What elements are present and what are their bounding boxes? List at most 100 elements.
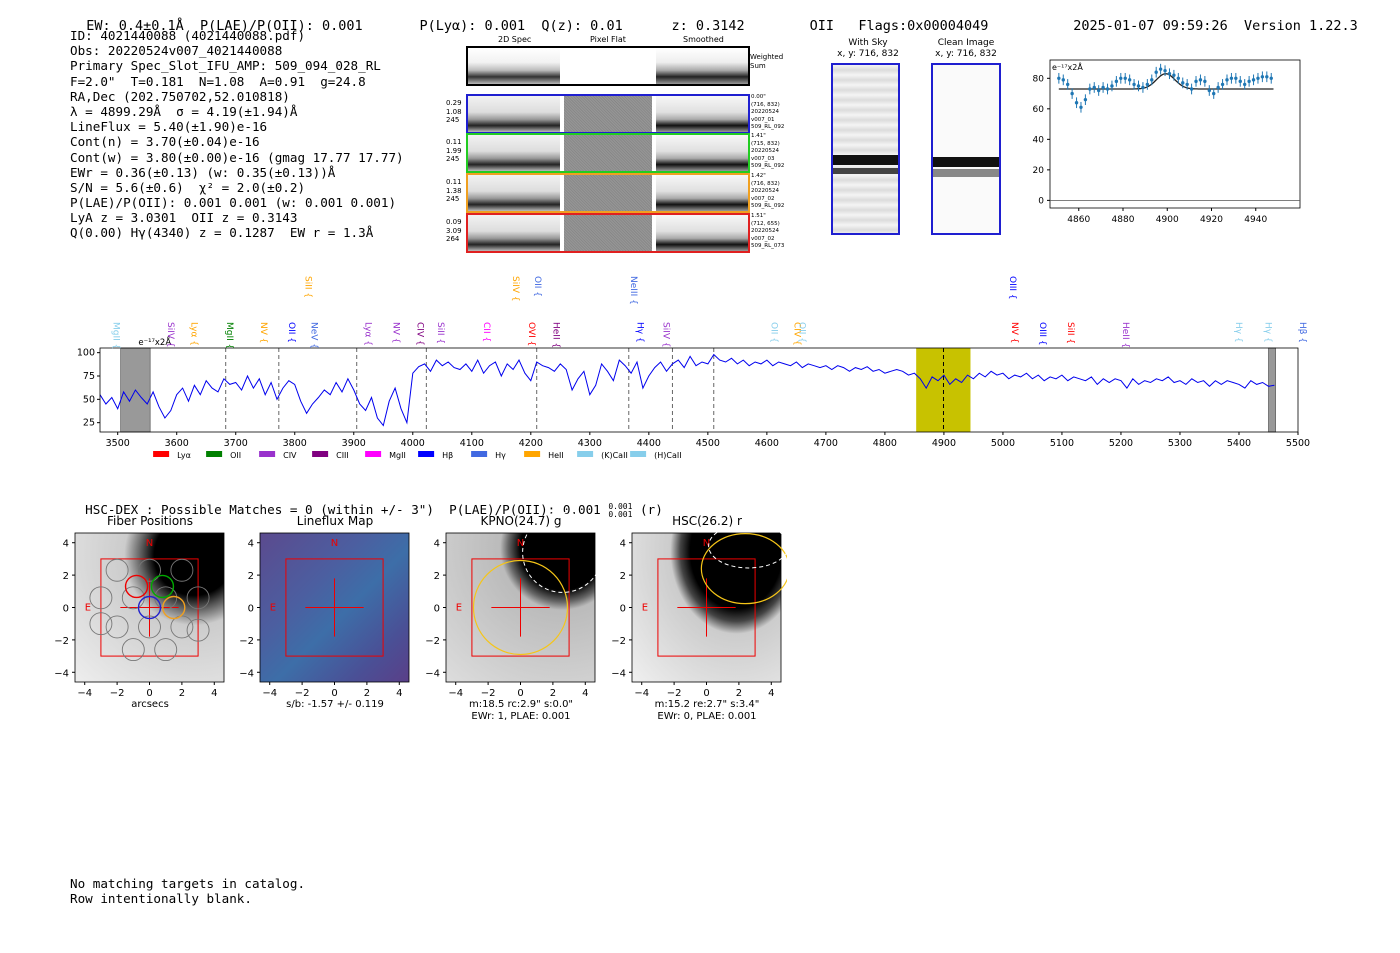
spectrum-xtick-label: 5200 [1109, 438, 1133, 449]
spectrum-xtick-label: 5100 [1050, 438, 1074, 449]
fiber-circle [186, 618, 210, 642]
zoom-data-point [1061, 78, 1065, 82]
cutout-xtick-label: 4 [211, 688, 217, 699]
weighted-sum-stamp [466, 46, 750, 86]
zoom-xtick-label: 4940 [1244, 215, 1267, 225]
spectrum-line-label: OII { [769, 322, 779, 343]
cutout-ytick-label: 2 [63, 571, 69, 582]
zoom-data-point [1057, 76, 1061, 81]
spectrum-line-label: Lyα { [189, 322, 199, 346]
zoom-data-point [1194, 79, 1198, 84]
fiber-stamp-right-info: 1.51" (712, 655) 20220524 v007_02 509_RL_073 [751, 213, 785, 249]
spectrum-xtick-label: 4300 [578, 438, 602, 449]
zoom-xtick-label: 4900 [1156, 215, 1179, 225]
fiber-stamp-left-values: 0.11 1.99 245 [446, 138, 462, 163]
cutout-xtick-label: −4 [448, 688, 463, 699]
cutout-caption: arcsecs [131, 699, 169, 710]
cutout-ytick-label: 2 [620, 571, 626, 582]
cutout-xtick-label: −2 [481, 688, 496, 699]
spectrum-frame [99, 347, 1299, 433]
cutout-ytick-label: −2 [239, 636, 254, 647]
zoom-data-point [1251, 78, 1256, 82]
zoom-data-point [1088, 87, 1092, 91]
spectrum-line-label: OII { [286, 322, 296, 343]
cutout-north-label: N [517, 538, 524, 549]
spectrum-ytick-label: 25 [83, 418, 95, 429]
spectrum-line-label: SiIV { [661, 322, 671, 348]
cutout-xtick-label: 2 [550, 688, 556, 699]
spectrum-line-label: SiII { [435, 322, 445, 344]
spectrum-xtick-label: 4200 [519, 438, 543, 449]
cutout-xtick-label: 4 [768, 688, 774, 699]
cutout-ytick-label: −2 [611, 636, 626, 647]
cutout-caption: m:15.2 re:2.7" s:3.4" [655, 699, 760, 710]
legend-label: OII [230, 451, 241, 460]
legend-label: Lyα [177, 451, 191, 460]
cutout-ytick-label: −4 [611, 668, 626, 679]
cutout-caption-2: EWr: 0, PLAE: 0.001 [657, 711, 756, 722]
spectrum-line-label: SiII { [302, 276, 312, 298]
zoom-data-point [1247, 79, 1251, 84]
zoom-data-point [1070, 91, 1074, 96]
spectrum-xtick-label: 5400 [1227, 438, 1251, 449]
cutout-ytick-label: −4 [239, 668, 254, 679]
fiber-circle-green [150, 574, 175, 599]
spectrum-line-label: OII { [532, 276, 542, 297]
spectrum-line-label: HeII { [550, 322, 560, 348]
spectrum-line-label: Hγ { [1263, 322, 1273, 343]
version-label: Version 1.22.3 [1243, 18, 1358, 34]
spectrum-line-label: NV { [258, 322, 268, 343]
fiber-stamp-row [466, 173, 750, 213]
fiber-circle [89, 586, 113, 610]
catalog-footer: No matching targets in catalog. Row inte… [70, 876, 305, 906]
zoom-data-point [1203, 79, 1207, 84]
spectrum-xtick-label: 5500 [1286, 438, 1310, 449]
kpno-source-ellipse [472, 559, 569, 656]
spectrum-xtick-label: 5300 [1168, 438, 1192, 449]
cutout-panel: N E −4 −4 −2 −2 0 0 2 2 4 4 Fiber Positions arcsecs [54, 514, 225, 710]
cutout-xtick-label: −4 [634, 688, 649, 699]
cutout-title: HSC(26.2) r [672, 514, 742, 528]
info-line: Cont(w) = 3.80(±0.00)e-16 (gmag 17.77 17… [70, 149, 404, 165]
cutout-xtick-label: 4 [396, 688, 402, 699]
cutout-ytick-label: −2 [425, 636, 440, 647]
legend-swatch [524, 451, 541, 457]
zoom-data-point [1065, 82, 1070, 87]
zoom-data-point [1265, 75, 1269, 79]
spectrum-xtick-label: 4700 [814, 438, 838, 449]
info-line: λ = 4899.29Å σ = 4.19(±1.94)Å [70, 103, 298, 119]
zoom-data-point [1079, 105, 1083, 109]
cutout-north-label: N [146, 538, 153, 549]
info-line: LyA z = 3.0301 OII z = 0.3143 [70, 210, 298, 226]
info-line: Obs: 20220524v007_4021440088 [70, 43, 283, 59]
cutout-ytick-label: 0 [434, 604, 440, 615]
zoom-data-point [1123, 76, 1127, 81]
spectrum-xtick-label: 4500 [696, 438, 720, 449]
fiber-stamp-left-values: 0.11 1.38 245 [446, 178, 462, 203]
spectrum-line-label: SiIV { [165, 322, 175, 348]
spectrum-xtick-label: 4600 [755, 438, 779, 449]
header-datetime: 2025-01-07 09:59:26 Version 1.22.3 [1073, 18, 1358, 34]
cutout-north-label: N [703, 538, 710, 549]
hsc-neighbor-ellipse [708, 523, 787, 569]
legend-label: CIII [336, 451, 349, 460]
spectrum-line-label: Hγ { [1233, 322, 1243, 343]
spectrum-masked-region [1268, 347, 1276, 433]
cutout-ytick-label: −4 [54, 668, 69, 679]
legend-swatch [365, 451, 382, 457]
spectrum-line-label: CIV { [415, 322, 425, 346]
cutout-title: Fiber Positions [107, 514, 193, 528]
spec-stamps-panel: 2D Spec Pixel Flat Smoothed Weighted Sum… [440, 32, 800, 257]
zoom-data-point [1101, 85, 1105, 90]
zoom-data-point [1207, 88, 1211, 93]
spectrum-ytick-label: 75 [83, 371, 95, 382]
col-label-smoothed: Smoothed [683, 35, 724, 44]
cutout-xtick-label: −2 [295, 688, 310, 699]
zoom-data-point [1185, 82, 1189, 87]
spectrum-line-label: NV { [1009, 322, 1019, 343]
spectrum-xtick-label: 3800 [283, 438, 307, 449]
cutout-xtick-label: 2 [736, 688, 742, 699]
zoom-data-point [1189, 87, 1194, 91]
cutout-ytick-label: 4 [434, 539, 440, 550]
legend-swatch [630, 451, 647, 457]
